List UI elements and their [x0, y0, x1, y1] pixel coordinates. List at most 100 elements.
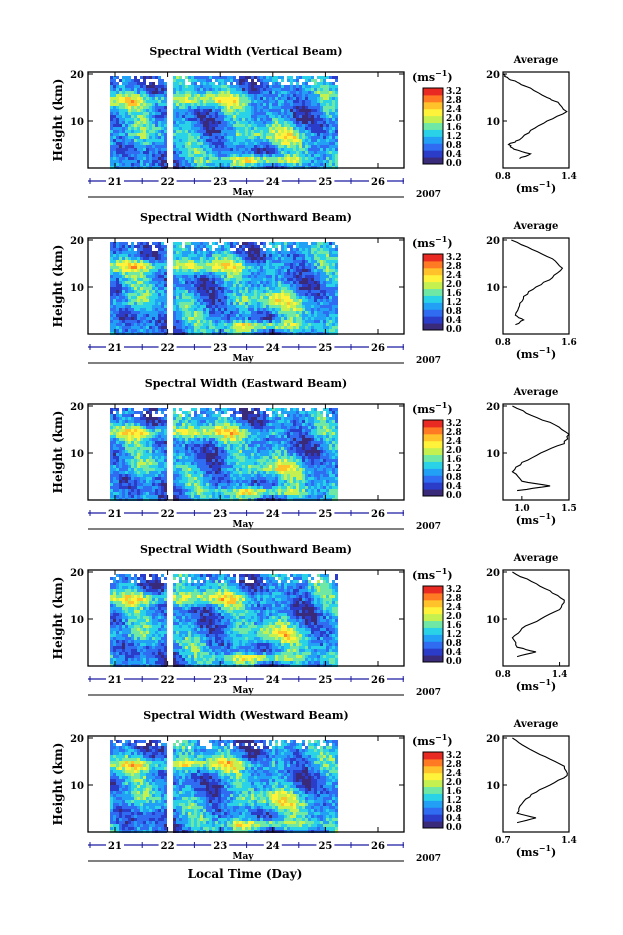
heatmap-cell — [212, 103, 215, 106]
heatmap-cell — [218, 109, 221, 112]
heatmap-cell — [212, 281, 215, 284]
heatmap-cell — [242, 326, 245, 329]
heatmap-cell — [221, 284, 224, 287]
heatmap-cell — [335, 97, 338, 100]
heatmap-cell — [131, 103, 134, 106]
heatmap-cell — [116, 320, 119, 323]
heatmap-cell — [290, 414, 293, 417]
colorbar-tick-label: 0.4 — [446, 150, 462, 160]
heatmap-cell — [185, 103, 188, 106]
heatmap-cell — [173, 151, 176, 154]
heatmap-cell — [143, 142, 146, 145]
heatmap-cell — [230, 260, 233, 263]
heatmap-cell — [197, 85, 200, 88]
heatmap-cell — [173, 311, 176, 314]
heatmap-cell — [332, 142, 335, 145]
heatmap-cell — [266, 248, 269, 251]
heatmap-cell — [305, 106, 308, 109]
heatmap-cell — [260, 305, 263, 308]
heatmap-cell — [125, 278, 128, 281]
heatmap-cell — [140, 248, 143, 251]
heatmap-cell — [260, 154, 263, 157]
heatmap-cell — [233, 408, 236, 411]
heatmap-cell — [179, 151, 182, 154]
heatmap-cell — [335, 411, 338, 414]
heatmap-cell — [290, 242, 293, 245]
average-y-tick-label: 20 — [486, 236, 500, 247]
heatmap-cell — [245, 278, 248, 281]
heatmap-cell — [158, 251, 161, 254]
heatmap-cell — [113, 302, 116, 305]
heatmap-cell — [182, 121, 185, 124]
heatmap-cell — [185, 284, 188, 287]
heatmap-cell — [188, 411, 191, 414]
heatmap-cell — [308, 94, 311, 97]
heatmap-cell — [125, 308, 128, 311]
heatmap-cell — [305, 94, 308, 97]
heatmap-cell — [299, 106, 302, 109]
heatmap-cell — [296, 417, 299, 420]
heatmap-cell — [164, 97, 167, 100]
heatmap-cell — [152, 278, 155, 281]
heatmap-cell — [329, 317, 332, 320]
heatmap-cell — [311, 79, 314, 82]
heatmap-cell — [281, 154, 284, 157]
heatmap-cell — [320, 266, 323, 269]
heatmap-cell — [293, 85, 296, 88]
heatmap-cell — [110, 133, 113, 136]
heatmap-cell — [299, 130, 302, 133]
heatmap-cell — [209, 263, 212, 266]
heatmap-cell — [197, 263, 200, 266]
heatmap-cell — [326, 127, 329, 130]
heatmap-cell — [113, 109, 116, 112]
heatmap-cell — [251, 242, 254, 245]
heatmap-cell — [332, 320, 335, 323]
heatmap-cell — [323, 311, 326, 314]
heatmap-cell — [278, 251, 281, 254]
heatmap-cell — [149, 275, 152, 278]
heatmap-cell — [326, 414, 329, 417]
heatmap-cell — [149, 290, 152, 293]
heatmap-cell — [218, 299, 221, 302]
heatmap-cell — [182, 142, 185, 145]
heatmap-cell — [251, 272, 254, 275]
heatmap-cell — [209, 299, 212, 302]
heatmap-cell — [233, 272, 236, 275]
heatmap-cell — [257, 308, 260, 311]
heatmap-cell — [290, 293, 293, 296]
heatmap-cell — [233, 329, 236, 332]
heatmap-cell — [164, 160, 167, 163]
heatmap-cell — [215, 417, 218, 420]
heatmap-cell — [176, 154, 179, 157]
heatmap-cell — [137, 308, 140, 311]
heatmap-cell — [179, 118, 182, 121]
heatmap-cell — [257, 414, 260, 417]
heatmap-cell — [137, 103, 140, 106]
heatmap-cell — [332, 302, 335, 305]
heatmap-cell — [125, 145, 128, 148]
heatmap-cell — [254, 112, 257, 115]
heatmap-cell — [152, 76, 155, 79]
heatmap-cell — [329, 76, 332, 79]
heatmap-cell — [179, 248, 182, 251]
heatmap-cell — [326, 112, 329, 115]
heatmap-cell — [143, 160, 146, 163]
heatmap-cell — [164, 251, 167, 254]
heatmap-cell — [200, 290, 203, 293]
heatmap-cell — [290, 284, 293, 287]
heatmap-cell — [320, 151, 323, 154]
heatmap-cell — [161, 411, 164, 414]
heatmap-cell — [155, 154, 158, 157]
heatmap-cell — [194, 411, 197, 414]
heatmap-cell — [134, 157, 137, 160]
heatmap-cell — [206, 326, 209, 329]
heatmap-cell — [302, 329, 305, 332]
heatmap-cell — [239, 275, 242, 278]
heatmap-cell — [116, 109, 119, 112]
heatmap-cell — [176, 272, 179, 275]
heatmap-cell — [257, 103, 260, 106]
heatmap-cell — [113, 326, 116, 329]
heatmap-cell — [263, 163, 266, 166]
heatmap-cell — [143, 314, 146, 317]
heatmap-cell — [149, 136, 152, 139]
